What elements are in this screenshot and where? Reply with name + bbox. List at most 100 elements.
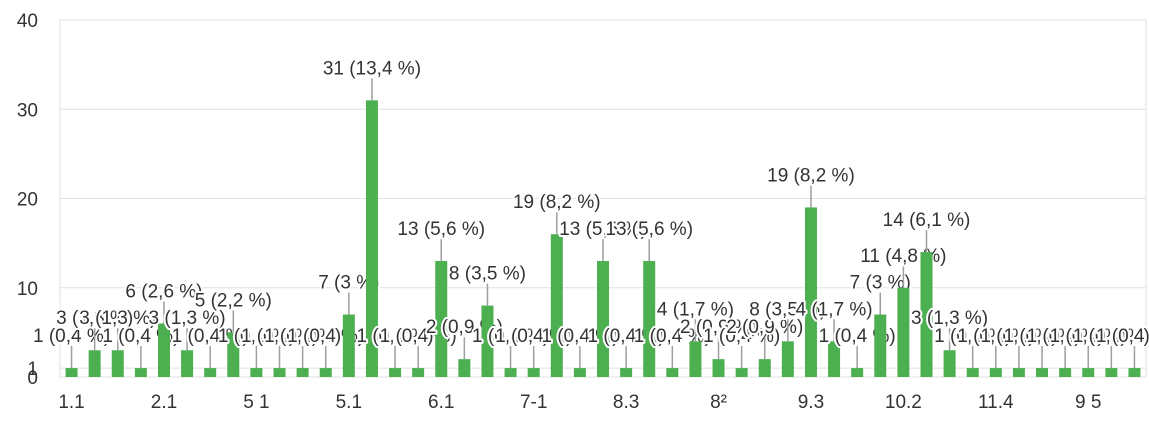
x-tick-label: 5.1 xyxy=(336,392,362,413)
bar xyxy=(597,260,609,377)
data-label: 1 (0,4 %) xyxy=(218,326,295,347)
y-tick-label: 40 xyxy=(17,11,38,32)
data-label: 19 (8,2 %) xyxy=(513,192,601,213)
data-label: 14 (6,1 %) xyxy=(883,210,971,231)
bar xyxy=(550,234,563,377)
bar xyxy=(111,350,124,377)
x-tick-label: 11.4 xyxy=(978,392,1014,413)
x-tick-label: 8.3 xyxy=(613,392,639,413)
data-label: 1 (0,4 %) xyxy=(1027,326,1104,347)
data-label: 3 (1,3 %) xyxy=(79,308,156,329)
bar xyxy=(1128,368,1141,377)
x-tick-label: 10.2 xyxy=(885,392,922,413)
bar xyxy=(319,368,332,377)
data-label: 4 (1,7 %) xyxy=(657,299,734,320)
y-tick-label: 10 xyxy=(17,279,38,300)
bar xyxy=(828,341,841,377)
data-label: 1 (0,4 %) xyxy=(957,326,1034,347)
bar xyxy=(157,323,170,377)
data-label: 1 (0,4 %) xyxy=(1096,326,1149,347)
bar xyxy=(458,359,471,377)
bar xyxy=(273,368,286,377)
x-tick-label: 9 5 xyxy=(1075,392,1101,413)
data-label: 1 (0,4 %) xyxy=(1050,326,1127,347)
bar xyxy=(1036,368,1049,377)
bar xyxy=(666,368,679,377)
bar xyxy=(1059,368,1072,377)
bar xyxy=(389,368,402,377)
bar xyxy=(573,368,586,377)
bar xyxy=(204,368,217,377)
bar xyxy=(966,368,979,377)
data-label: 8 (3,5 %) xyxy=(449,264,526,285)
data-label: 1 (0,4 %) xyxy=(33,326,110,347)
bar xyxy=(504,368,517,377)
data-label: 1 (0,4 %) xyxy=(980,326,1057,347)
data-label: 13 (5,6 %) xyxy=(605,219,693,240)
bar xyxy=(851,368,864,377)
data-label: 1 (0,4 %) xyxy=(1073,326,1149,347)
y-tick-label: 30 xyxy=(17,100,38,121)
bar xyxy=(65,368,78,377)
data-label: 1 (0,4 %) xyxy=(472,326,549,347)
x-tick-label: 2.1 xyxy=(151,392,177,413)
data-label: 5 (2,2 %) xyxy=(195,290,272,311)
bar xyxy=(735,368,748,377)
bar xyxy=(643,260,656,377)
bar xyxy=(989,368,1002,377)
x-tick-label: 7-1 xyxy=(520,392,547,413)
data-label: 13 (5,6 %) xyxy=(397,219,485,240)
bar xyxy=(134,368,147,377)
data-label: 1 (0,4 %) xyxy=(1003,326,1080,347)
bar xyxy=(435,260,448,377)
data-label: 2 (0,9 %) xyxy=(680,317,757,338)
bar xyxy=(874,314,887,377)
data-label: 6 (2,6 %) xyxy=(125,281,202,302)
data-label: 19 (8,2 %) xyxy=(767,165,855,186)
bar xyxy=(227,332,240,377)
bar xyxy=(1012,368,1025,377)
bar xyxy=(342,314,355,377)
data-label: 13 (5,6 %) xyxy=(559,219,647,240)
data-label: 1 (0,4 %) xyxy=(356,326,433,347)
data-label: 4 (1,7 %) xyxy=(796,299,873,320)
bar xyxy=(689,341,702,377)
data-label: 3 (1,3 %) xyxy=(149,308,226,329)
x-tick-label: 1.1 xyxy=(58,392,84,413)
bar xyxy=(88,350,101,377)
bar xyxy=(250,368,263,377)
data-label: 1 (0,4 %) xyxy=(264,326,341,347)
x-tick-label: 9.3 xyxy=(798,392,824,413)
bar xyxy=(481,305,494,377)
bar xyxy=(758,359,771,377)
bar xyxy=(1105,368,1118,377)
bar xyxy=(1082,368,1095,377)
data-label: 1 (0,4 %) xyxy=(703,326,780,347)
bar xyxy=(781,341,794,377)
data-label: 2 (0,9 %) xyxy=(726,317,803,338)
y-tick-label: 1 xyxy=(27,359,38,380)
bar xyxy=(527,368,540,377)
y-tick-label: 20 xyxy=(17,190,38,211)
x-tick-label: 5 1 xyxy=(243,392,269,413)
bar xyxy=(712,359,725,377)
x-tick-label: 6.1 xyxy=(428,392,454,413)
bar xyxy=(943,350,956,377)
data-label: 1 (0,4 %) xyxy=(934,326,1011,347)
bar xyxy=(620,368,633,377)
data-label: 3 (1,3 %) xyxy=(911,308,988,329)
data-label: 11 (4,8 %) xyxy=(860,246,946,267)
y-tick-label: 0 xyxy=(27,368,38,389)
bar xyxy=(296,368,309,377)
bar xyxy=(897,287,910,377)
data-label: 1 (0,4 %) xyxy=(241,326,318,347)
data-label: 31 (13,4 %) xyxy=(323,58,421,79)
bar xyxy=(181,350,194,377)
bar xyxy=(920,252,933,377)
bar xyxy=(412,368,425,377)
bar xyxy=(804,207,817,377)
data-label: 3 (1,3 %) xyxy=(56,308,133,329)
bar xyxy=(365,100,378,377)
